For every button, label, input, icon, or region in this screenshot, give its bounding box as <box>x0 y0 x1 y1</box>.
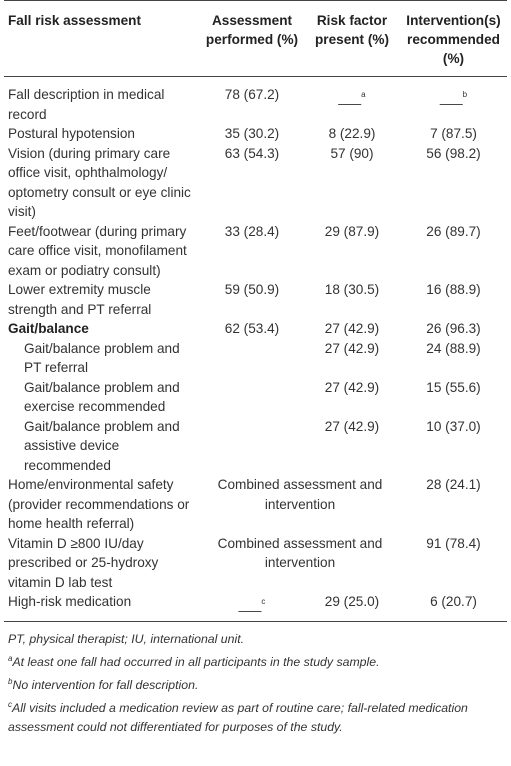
cell: 63 (54.3) <box>224 145 280 161</box>
cell: ___b <box>400 77 507 125</box>
row-label: Home/environmental safety (provider reco… <box>8 477 190 531</box>
cell: 6 (20.7) <box>430 594 477 609</box>
cell: 26 (89.7) <box>426 223 481 239</box>
table-row: Feet/footwear (during primary care offic… <box>4 222 507 281</box>
table-row: Lower extremity muscle strength and PT r… <box>4 280 507 319</box>
cell: ___a <box>304 77 400 125</box>
table-row: High-risk medication ___c 29 (25.0) 6 (20.7… <box>4 592 507 621</box>
combined-cell: Combined assessment and intervention <box>217 535 383 571</box>
cell: 16 (88.9) <box>426 282 481 297</box>
header-cell: Assessment performed (%) <box>200 0 304 77</box>
footnote: bNo intervention for fall description. <box>8 672 503 695</box>
combined-cell: Combined assessment and intervention <box>217 477 383 512</box>
dash: ___ <box>238 597 262 612</box>
footnote-mark: b <box>8 676 13 686</box>
row-label: Vision (during primary care office visit… <box>8 145 191 220</box>
footnote-mark: c <box>8 699 12 709</box>
cell: 27 (42.9) <box>324 321 380 336</box>
table: Fall risk assessment Assessment performed… <box>4 0 507 622</box>
dash: ___ <box>439 90 463 105</box>
row-label: Gait/balance problem and exercise recomm… <box>24 379 180 415</box>
table-body: Fall description in medical record 78 (67… <box>4 77 507 621</box>
row-label: Feet/footwear (during primary care offic… <box>8 223 187 278</box>
footnote-text: All visits included a medication review … <box>8 700 468 734</box>
table-row: Vision (during primary care office visit… <box>4 144 507 222</box>
cell: 56 (98.2) <box>426 145 481 161</box>
footnote: aAt least one fall had occurred in all p… <box>8 649 503 672</box>
header-row: Fall risk assessment Assessment performed… <box>4 0 507 77</box>
footnotes: PT, physical therapist; IU, internationa… <box>4 622 507 737</box>
cell: 8 (22.9) <box>328 126 376 141</box>
row-label: Postural hypotension <box>8 126 135 141</box>
row-label: Gait/balance <box>8 321 89 336</box>
table-row: Vitamin D ≥800 IU/day prescribed or 25-h… <box>4 534 507 593</box>
cell: 91 (78.4) <box>426 535 481 551</box>
abbreviations: PT, physical therapist; IU, internationa… <box>8 631 245 646</box>
table-wrap: Fall risk assessment Assessment performed… <box>4 0 507 737</box>
cell: 59 (50.9) <box>224 282 280 297</box>
footnote-mark: a <box>361 90 366 99</box>
header-cell: Risk factor present (%) <box>304 0 400 77</box>
row-label: Vitamin D ≥800 IU/day prescribed or 25-h… <box>8 535 159 590</box>
header-cell: Fall risk assessment <box>4 0 200 77</box>
footnote: cAll visits included a medication review… <box>8 695 503 737</box>
table-row: Fall description in medical record 78 (67… <box>4 77 507 125</box>
row-label: High-risk medication <box>8 594 132 609</box>
row-label: Lower extremity muscle strength and PT r… <box>8 282 152 317</box>
footnote-text: No intervention for fall description. <box>12 677 199 692</box>
cell: 28 (24.1) <box>426 477 481 492</box>
table-row: Gait/balance 62 (53.4) 27 (42.9) 26 (96.3) <box>4 319 507 339</box>
cell <box>200 417 304 476</box>
cell: 7 (87.5) <box>430 126 477 141</box>
row-label: Gait/balance problem and assistive devic… <box>24 418 180 473</box>
cell: 27 (42.9) <box>324 418 380 434</box>
row-label: Gait/balance problem and PT referral <box>24 340 180 376</box>
cell: 29 (25.0) <box>324 594 380 609</box>
cell: 27 (42.9) <box>324 379 380 395</box>
table-row: Home/environmental safety (provider reco… <box>4 475 507 534</box>
header-cell: Intervention(s) recommended (%) <box>400 0 507 77</box>
cell <box>200 339 304 378</box>
cell: 27 (42.9) <box>324 340 380 356</box>
cell: 33 (28.4) <box>224 223 280 239</box>
cell: 10 (37.0) <box>426 418 481 434</box>
footnote-mark: a <box>8 653 13 663</box>
cell: 62 (53.4) <box>224 321 280 336</box>
cell: 24 (88.9) <box>426 340 481 356</box>
table-row: Gait/balance problem and assistive devic… <box>4 417 507 476</box>
footnote-mark: c <box>261 597 266 606</box>
cell: 15 (55.6) <box>426 379 481 395</box>
cell: 29 (87.9) <box>324 223 380 239</box>
cell: 57 (90) <box>330 145 374 161</box>
cell: 35 (30.2) <box>224 126 280 141</box>
cell <box>200 378 304 417</box>
cell: ___c <box>200 592 304 621</box>
table-row: Postural hypotension 35 (30.2) 8 (22.9) 7 (… <box>4 124 507 144</box>
footnote-mark: b <box>462 90 468 99</box>
dash: ___ <box>338 90 362 105</box>
cell: 18 (30.5) <box>324 282 380 297</box>
table-row: Gait/balance problem and exercise recomm… <box>4 378 507 417</box>
cell: 26 (96.3) <box>426 321 481 336</box>
footnote-text: At least one fall had occurred in all pa… <box>12 654 380 669</box>
table-row: Gait/balance problem and PT referral 27 (… <box>4 339 507 378</box>
cell: 78 (67.2) <box>224 87 280 102</box>
row-label: Fall description in medical record <box>8 87 165 122</box>
